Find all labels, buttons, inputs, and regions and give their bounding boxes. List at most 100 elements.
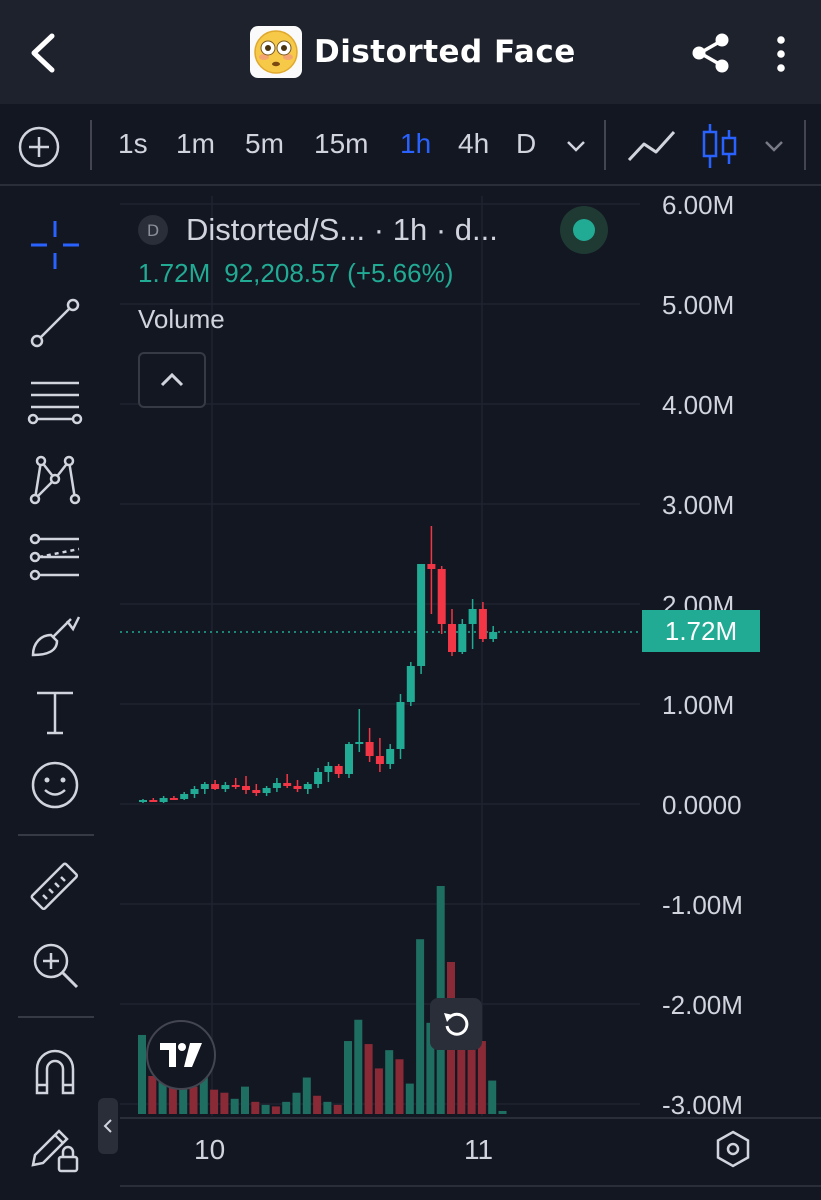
chart-pane[interactable] (120, 196, 821, 1200)
timeframe-1h[interactable]: 1h (400, 128, 432, 159)
timeframe-1s[interactable]: 1s (118, 128, 148, 159)
share-button[interactable] (688, 30, 734, 76)
volume-bar (148, 1076, 157, 1114)
crosshair-tool[interactable] (22, 212, 88, 278)
volume-bar (323, 1101, 332, 1114)
emoji-tool[interactable] (22, 752, 88, 818)
chart-settings-button[interactable] (712, 1128, 754, 1170)
toolbar-divider (90, 120, 92, 170)
volume-bar (488, 1080, 497, 1114)
volume-bar (405, 1083, 414, 1114)
lock-drawings-tool[interactable] (22, 1114, 88, 1180)
reset-chart-button[interactable] (430, 998, 482, 1050)
drawing-tools-panel (0, 186, 110, 1200)
volume-bar (241, 1086, 249, 1114)
volume-bar (416, 939, 425, 1114)
candle-body (458, 624, 467, 652)
volume-bar (271, 1106, 280, 1114)
zoom-tool[interactable] (22, 932, 88, 998)
timeframe-dropdown-button[interactable] (562, 132, 590, 160)
volume-bar (477, 1041, 486, 1114)
more-options-button[interactable] (766, 32, 796, 76)
candle-body (478, 609, 487, 639)
symbol-title: Distorted/S... · 1h · d... (186, 212, 498, 247)
measure-tool[interactable] (22, 854, 88, 920)
volume-bar (354, 1019, 363, 1114)
volume-bar (313, 1095, 322, 1114)
brush-icon (31, 616, 81, 657)
candle-body (345, 744, 353, 774)
line-chart-type-button[interactable] (626, 124, 678, 168)
smiley-icon (31, 761, 79, 809)
brush-tool[interactable] (22, 602, 88, 668)
page-title: Distorted Face (314, 34, 576, 70)
volume-bar (230, 1098, 239, 1114)
chevron-up-icon (160, 372, 184, 387)
candle-body (252, 790, 261, 793)
price-axis-label: 4.00M (662, 390, 735, 420)
add-symbol-button[interactable] (16, 124, 62, 170)
app-header: Distorted Face (0, 0, 821, 104)
pattern-tool[interactable] (22, 446, 88, 512)
candle-body (200, 784, 209, 789)
tradingview-logo[interactable] (146, 1020, 216, 1090)
volume-indicator-label[interactable]: Volume (138, 304, 225, 334)
symbol-legend[interactable]: D Distorted/S... · 1h · d... (138, 212, 498, 248)
magnet-icon (35, 1049, 75, 1095)
volume-bar (261, 1104, 270, 1114)
timeframe-d[interactable]: D (516, 128, 537, 159)
chart-type-dropdown-button[interactable] (760, 132, 788, 160)
horizontal-lines-icon (27, 381, 83, 425)
timeframe-5m[interactable]: 5m (245, 128, 284, 159)
market-status-indicator[interactable] (560, 206, 608, 254)
fib-retracement-tool[interactable] (22, 368, 88, 434)
candle-body (190, 789, 199, 794)
price-chart[interactable] (120, 196, 821, 1200)
volume-bar (395, 1059, 404, 1114)
volume-bar (467, 1019, 476, 1114)
volume-bar (292, 1092, 301, 1114)
candle-body (355, 742, 364, 744)
candle-body (221, 785, 230, 789)
volume-bar (210, 1089, 219, 1114)
panel-divider (18, 1016, 94, 1018)
timeframe-4h[interactable]: 4h (458, 128, 490, 159)
price-axis-label: 1.00M (662, 690, 735, 720)
share-icon (692, 33, 729, 73)
volume-bar (498, 1110, 507, 1114)
candle-body (417, 564, 426, 666)
pattern-icon (29, 455, 81, 505)
symbol-badge: D (138, 215, 168, 245)
toggle-panel-button[interactable] (98, 1098, 118, 1154)
candle-body (437, 569, 446, 624)
volume-bar (333, 1104, 342, 1114)
chevron-down-icon (765, 141, 783, 152)
last-price-value: 1.72M (138, 258, 211, 288)
volume-bar (189, 1086, 198, 1114)
title-group: Distorted Face (250, 26, 576, 78)
trend-line-tool[interactable] (22, 290, 88, 356)
timeframe-1m[interactable]: 1m (176, 128, 215, 159)
flushed-face-icon (254, 30, 298, 74)
candle-body (293, 786, 302, 789)
volume-bar (282, 1101, 291, 1114)
back-button[interactable] (22, 28, 66, 78)
candle-body (262, 788, 271, 793)
candle-body (396, 702, 405, 749)
candlestick-icon (702, 124, 737, 168)
more-vertical-icon (777, 36, 785, 72)
magnet-tool[interactable] (22, 1038, 88, 1104)
price-axis-label: 3.00M (662, 490, 735, 520)
candle-body (149, 800, 158, 802)
candle-body (365, 742, 374, 756)
price-axis-label: -3.00M (662, 1090, 743, 1120)
candle-chart-type-button[interactable] (700, 120, 740, 172)
collapse-legend-button[interactable] (138, 352, 206, 408)
trend-line-icon (30, 298, 80, 348)
candle-body (169, 798, 178, 800)
token-avatar (250, 26, 302, 78)
volume-bar (364, 1044, 373, 1114)
timeframe-15m[interactable]: 15m (314, 128, 369, 159)
prediction-tool[interactable] (22, 524, 88, 590)
text-tool[interactable] (22, 680, 88, 746)
